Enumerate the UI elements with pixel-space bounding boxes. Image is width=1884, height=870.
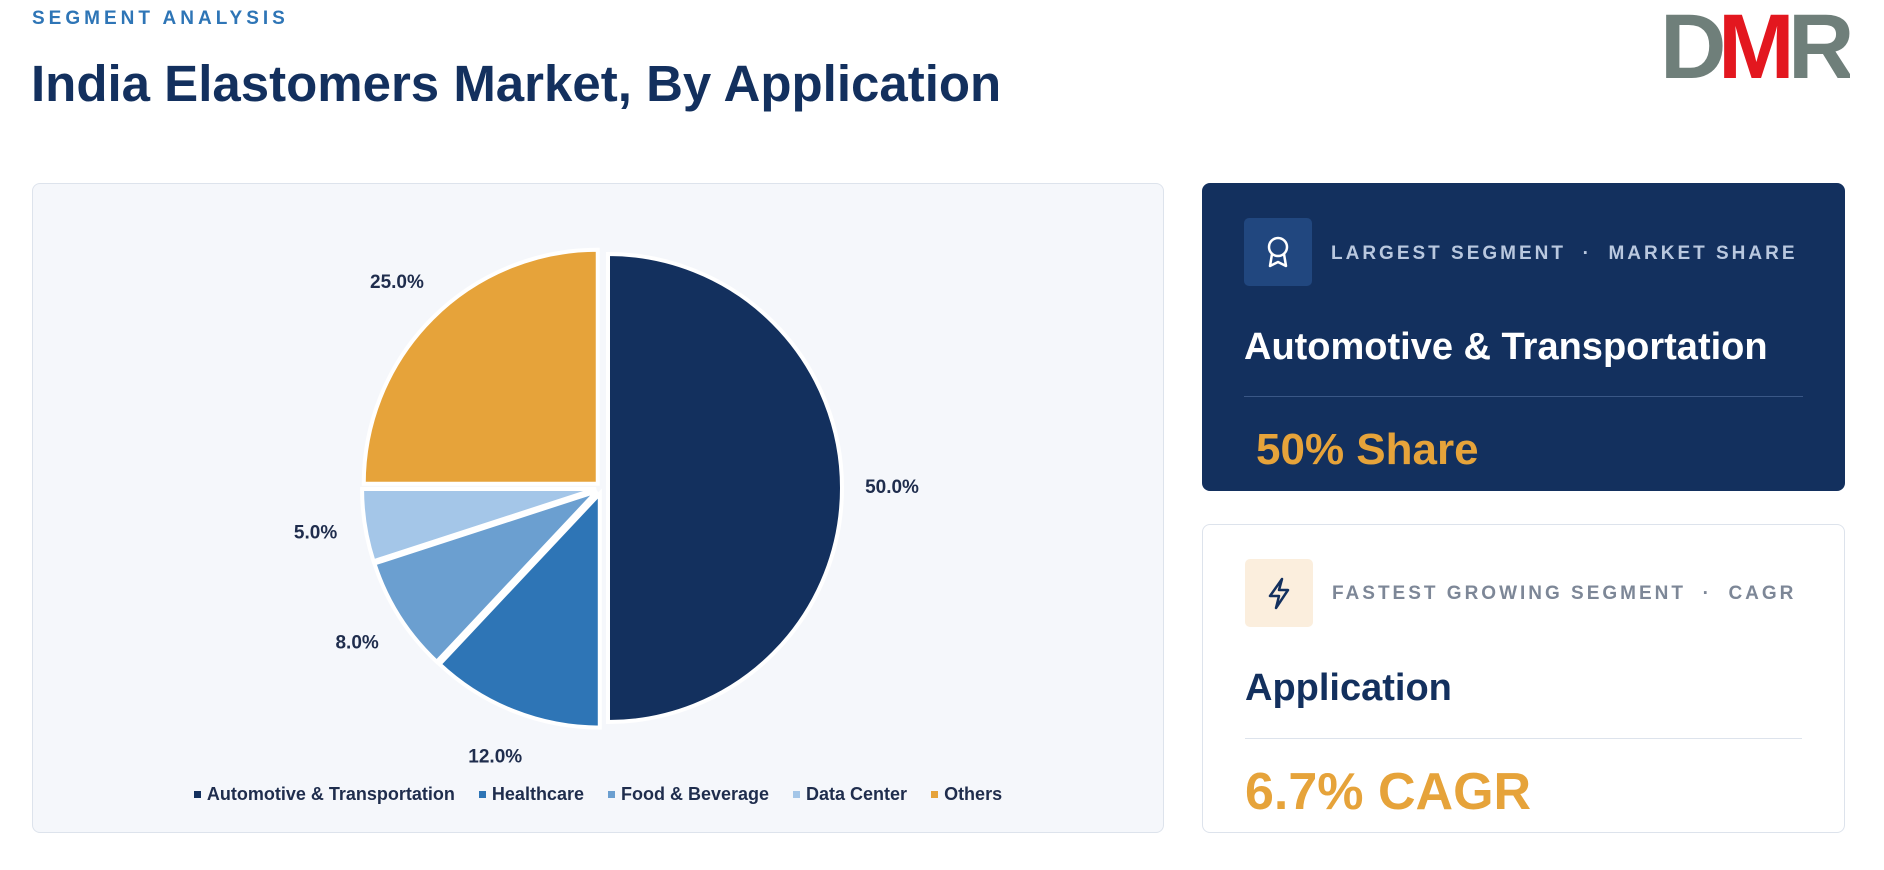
pie-slice bbox=[361, 247, 600, 486]
legend-swatch bbox=[793, 791, 801, 798]
card-segment: Application bbox=[1245, 667, 1452, 709]
icon-box bbox=[1244, 218, 1312, 286]
card-label: FASTEST GROWING SEGMENT · CAGR bbox=[1332, 583, 1797, 604]
card-value: 6.7% CAGR bbox=[1245, 763, 1532, 821]
legend-label: Automotive & Transportation bbox=[206, 784, 455, 804]
pie-slice bbox=[606, 251, 844, 725]
award-icon bbox=[1267, 236, 1289, 268]
logo-letter: R bbox=[1788, 0, 1850, 84]
legend: Automotive & Transportation Healthcare Foo… bbox=[33, 784, 1163, 805]
pie-slice bbox=[436, 488, 602, 730]
pie-slice bbox=[371, 489, 599, 665]
slice-label: 25.0% bbox=[370, 272, 424, 293]
logo-letter: D bbox=[1660, 0, 1723, 84]
slice-label: 8.0% bbox=[335, 632, 378, 653]
legend-label: Healthcare bbox=[491, 784, 584, 804]
legend-swatch bbox=[931, 791, 939, 798]
page-title: India Elastomers Market, By Application bbox=[31, 55, 1002, 112]
divider bbox=[1245, 738, 1802, 739]
logo: D M R bbox=[1660, 0, 1850, 84]
legend-item: Healthcare bbox=[478, 784, 584, 805]
card-segment: Automotive & Transportation bbox=[1244, 326, 1768, 368]
legend-swatch bbox=[478, 791, 486, 798]
slice-label: 50.0% bbox=[865, 477, 919, 498]
slice-label: 5.0% bbox=[294, 522, 337, 543]
legend-item: Food & Beverage bbox=[607, 784, 770, 805]
legend-label: Data Center bbox=[806, 784, 908, 804]
logo-letter: M bbox=[1718, 0, 1795, 84]
legend-item: Others bbox=[931, 784, 1002, 805]
legend-label: Others bbox=[944, 784, 1003, 804]
legend-item: Automotive & Transportation bbox=[193, 784, 455, 805]
legend-swatch bbox=[607, 791, 615, 798]
legend-item: Data Center bbox=[793, 784, 907, 805]
legend-swatch bbox=[193, 791, 201, 798]
largest-segment-card: LARGEST SEGMENT · MARKET SHARE Automotiv… bbox=[1202, 183, 1845, 491]
pie-chart: 50.0% 12.0% 8.0% 5.0% 25.0% bbox=[294, 247, 919, 768]
fastest-growing-card: FASTEST GROWING SEGMENT · CAGR Applicati… bbox=[1202, 524, 1845, 833]
card-label: LARGEST SEGMENT · MARKET SHARE bbox=[1331, 243, 1798, 264]
pie-slice bbox=[360, 486, 597, 564]
icon-box bbox=[1245, 559, 1313, 627]
slice-label: 12.0% bbox=[468, 747, 522, 768]
bolt-icon bbox=[1268, 577, 1290, 610]
chart-card: 50.0% 12.0% 8.0% 5.0% 25.0% Automotive & Tra… bbox=[32, 183, 1164, 833]
eyebrow: SEGMENT ANALYSIS bbox=[32, 8, 289, 29]
card-value: 50% Share bbox=[1256, 425, 1479, 474]
divider bbox=[1244, 396, 1803, 397]
legend-label: Food & Beverage bbox=[620, 784, 770, 804]
